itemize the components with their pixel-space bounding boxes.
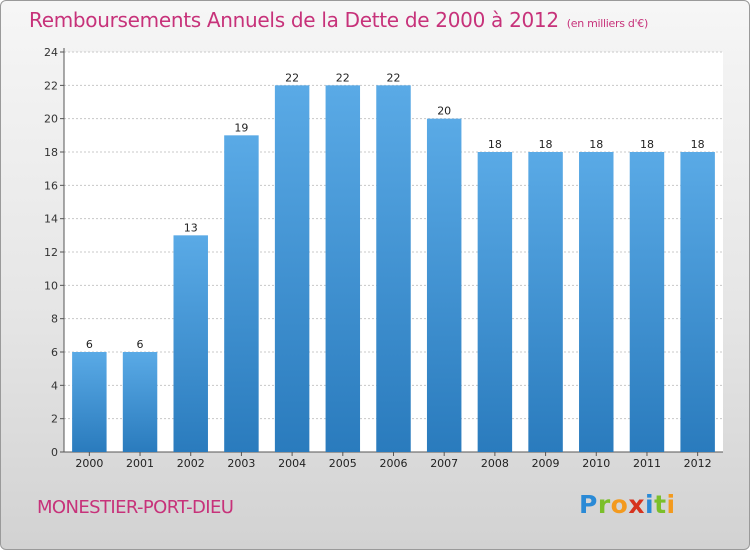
data-label: 18 [488,138,502,151]
data-label: 22 [336,71,350,84]
x-tick-label: 2000 [75,457,103,470]
x-tick-label: 2003 [227,457,255,470]
bar [426,118,462,453]
y-tick-label: 20 [44,113,58,126]
y-tick-label: 2 [51,413,58,426]
logo-letter: x [628,490,645,519]
chart-subtitle: (en milliers d'€) [566,17,648,30]
bar [528,152,563,452]
x-tick-label: 2004 [278,457,306,470]
bar [629,152,665,452]
x-tick-label: 2012 [684,457,712,470]
data-label: 18 [589,138,603,151]
y-tick-label: 16 [44,179,58,192]
y-tick-label: 8 [51,313,58,326]
bar [579,152,614,452]
y-tick-label: 12 [44,246,58,259]
x-tick-label: 2007 [430,457,458,470]
logo-letter: r [597,490,611,519]
logo-letter: P [579,490,598,519]
x-tick-label: 2006 [380,457,408,470]
data-label: 20 [437,105,451,118]
data-label: 13 [184,221,198,234]
bar [680,152,715,452]
bar [224,135,259,453]
data-label: 19 [234,121,248,134]
data-label: 22 [285,71,299,84]
x-tick-label: 2008 [481,457,509,470]
y-tick-label: 18 [44,146,58,159]
logo-letter: i [645,490,655,519]
proxiti-logo: Proxiti [579,490,676,519]
bar [477,152,513,452]
x-tick-label: 2002 [177,457,205,470]
bar [325,85,361,452]
y-tick-label: 24 [44,46,58,59]
x-tick-label: 2001 [126,457,154,470]
chart-title: Remboursements Annuels de la Dette de 20… [29,8,648,32]
x-tick-label: 2011 [633,457,661,470]
y-tick-label: 22 [44,79,58,92]
data-label: 18 [539,138,553,151]
y-tick-label: 0 [51,446,58,459]
data-label: 18 [640,138,654,151]
bars [72,85,715,453]
commune-name: MONESTIER-PORT-DIEU [37,497,234,518]
bar [122,352,158,452]
data-label: 6 [137,338,144,351]
chart-title-text: Remboursements Annuels de la Dette de 20… [29,8,559,32]
bar [72,352,107,452]
logo-letter: t [654,490,667,519]
y-tick-label: 4 [51,379,58,392]
x-tick-label: 2010 [582,457,610,470]
logo-letter: i [666,490,676,519]
y-tick-label: 6 [51,346,58,359]
x-tick-label: 2009 [532,457,560,470]
bar [376,85,411,452]
y-tick-label: 14 [44,213,58,226]
data-label: 22 [387,71,401,84]
bar [274,85,310,452]
bar [173,235,208,452]
x-tick-label: 2005 [329,457,357,470]
y-tick-label: 10 [44,279,58,292]
logo-letter: o [610,490,629,519]
data-label: 6 [86,338,93,351]
data-label: 18 [691,138,705,151]
labels: 2000 6 2001 6 2002 13 2003 19 2004 22 2005 22 2006 22… [75,71,711,470]
